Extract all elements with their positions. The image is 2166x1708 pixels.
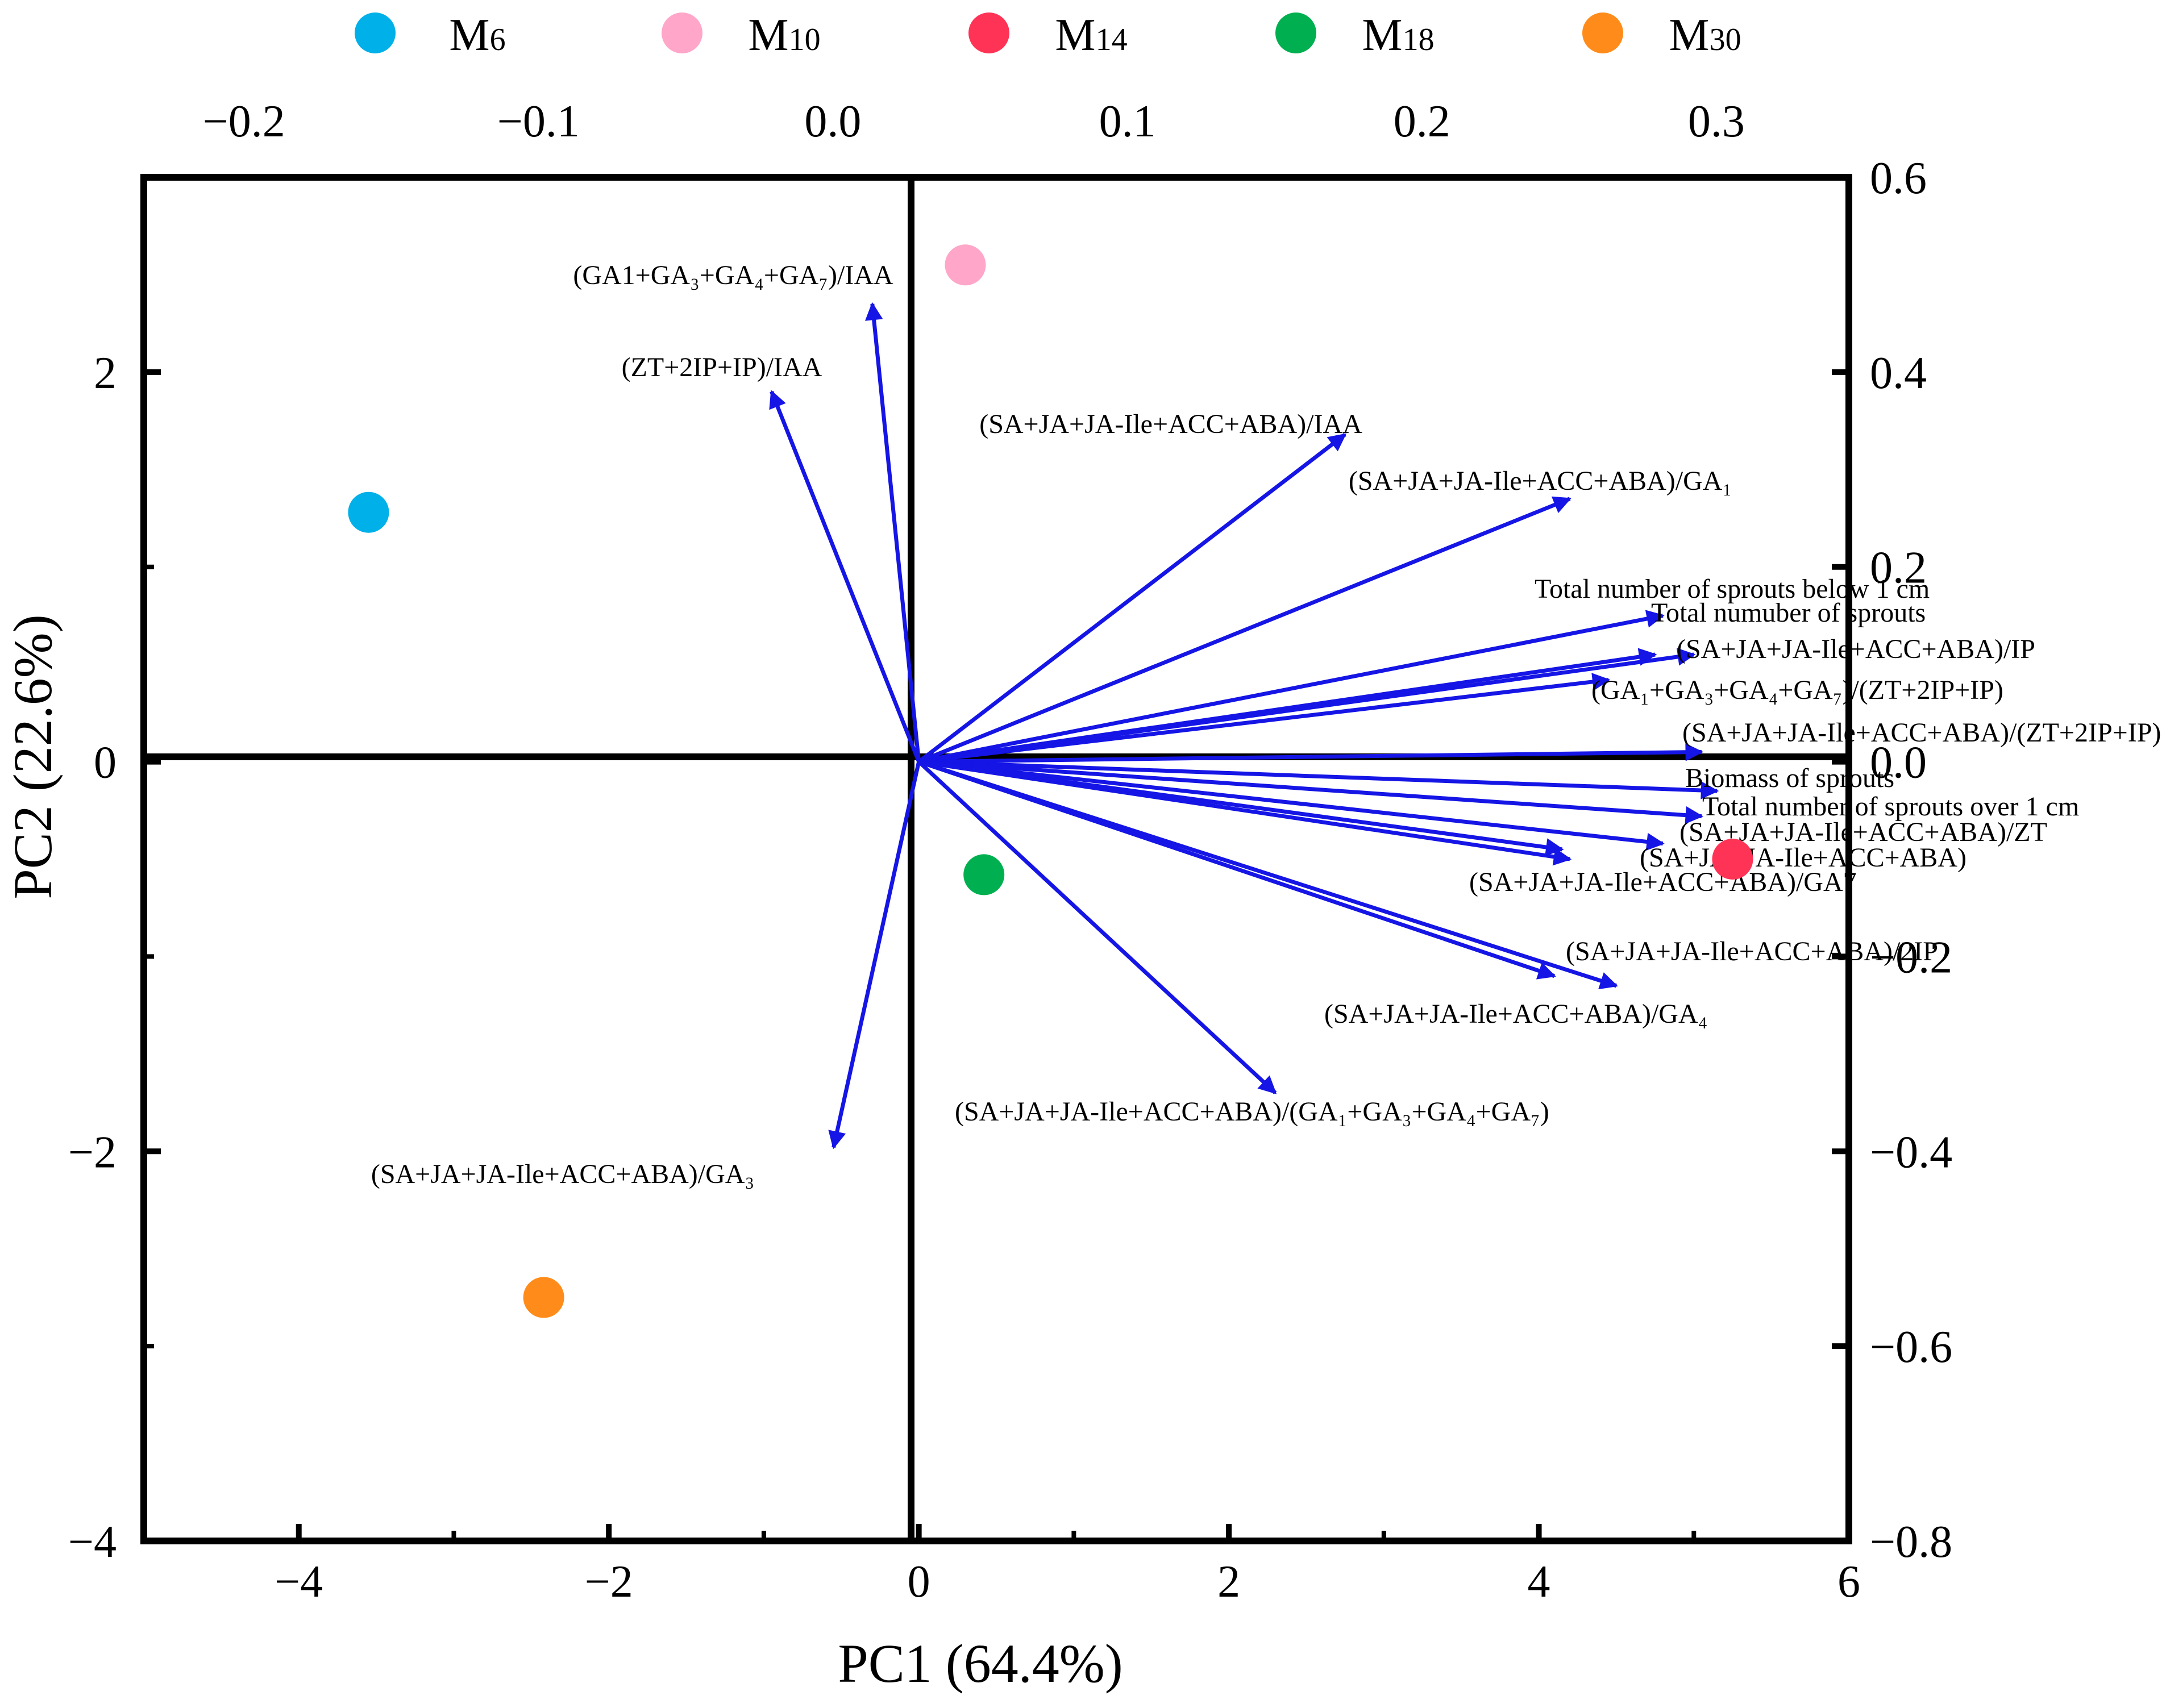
legend-marker bbox=[662, 13, 702, 53]
x-tick-label: −4 bbox=[275, 1557, 323, 1607]
score-point bbox=[945, 244, 986, 286]
legend-label: M30 bbox=[1669, 10, 1741, 60]
top-axis: −0.2 −0.1 0.0 0.1 0.2 0.3 bbox=[203, 97, 1745, 147]
right-tick-label: 0.2 bbox=[1870, 543, 1927, 593]
loading-label: (SA+JA+JA-Ile+ACC+ABA)/IAA bbox=[979, 409, 1362, 439]
loading-label: (SA+JA+JA-Ile+ACC+ABA)/GA₁ bbox=[1349, 466, 1732, 496]
loading-arrow bbox=[769, 390, 921, 763]
x-axis-title: PC1 (64.4%) bbox=[838, 1633, 1123, 1694]
legend-marker bbox=[355, 13, 396, 53]
loading-label: (SA+JA+JA-Ile+ACC+ABA)/GA7 bbox=[1469, 867, 1857, 897]
right-tick-label: −0.4 bbox=[1870, 1127, 1952, 1177]
loading-label: Total number of sprouts over 1 cm bbox=[1702, 791, 2079, 822]
top-tick-label: 0.2 bbox=[1394, 97, 1450, 147]
right-tick-label: −0.2 bbox=[1870, 932, 1952, 982]
loading-arrow bbox=[918, 496, 1572, 764]
top-tick-label: −0.1 bbox=[497, 97, 580, 147]
loading-arrow bbox=[828, 761, 921, 1149]
legend-marker bbox=[968, 13, 1009, 53]
right-tick-label: 0.6 bbox=[1870, 153, 1927, 203]
legend-marker bbox=[1582, 13, 1623, 53]
y-axis-title: PC2 (22.6%) bbox=[2, 614, 63, 899]
loading-label: (SA+JA+JA-Ile+ACC+ABA)/GA₄ bbox=[1324, 999, 1707, 1029]
legend-marker bbox=[1275, 13, 1316, 53]
loading-arrow bbox=[918, 760, 1665, 851]
x-tick-label: −2 bbox=[585, 1557, 633, 1607]
x-tick-label: 4 bbox=[1528, 1557, 1550, 1607]
loading-arrow bbox=[917, 760, 1277, 1094]
right-tick-label: −0.8 bbox=[1870, 1517, 1952, 1567]
x-tick-label: 2 bbox=[1217, 1557, 1240, 1607]
loading-label: (SA+JA+JA-Ile+ACC+ABA)/(GA₁+GA₃+GA₄+GA₇) bbox=[955, 1097, 1549, 1127]
loading-label: (SA+JA+JA-Ile+ACC+ABA)/IP bbox=[1677, 634, 2035, 664]
loading-arrow bbox=[918, 760, 1719, 799]
loading-label: (GA1+GA₃+GA₄+GA₇)/IAA bbox=[573, 260, 893, 290]
top-tick-label: 0.3 bbox=[1688, 97, 1745, 147]
y-tick-label: 2 bbox=[94, 348, 117, 398]
loading-label: Total numuber of sprouts bbox=[1651, 598, 1926, 628]
loading-label: (SA+JA+JA-Ile+ACC+ABA)/(ZT+2IP+IP) bbox=[1682, 718, 2161, 748]
loading-arrow bbox=[865, 302, 921, 762]
score-point bbox=[1712, 839, 1753, 880]
right-tick-label: 0.0 bbox=[1870, 738, 1927, 788]
legend-label: M6 bbox=[449, 10, 505, 60]
score-point bbox=[523, 1277, 564, 1318]
loading-arrow bbox=[918, 760, 1704, 824]
right-tick-label: −0.6 bbox=[1870, 1322, 1952, 1372]
y-tick-label: −2 bbox=[68, 1127, 117, 1177]
loading-label: Total number of sprouts below 1 cm bbox=[1535, 574, 1930, 604]
loading-arrow bbox=[918, 610, 1665, 764]
score-point bbox=[963, 854, 1005, 895]
y-tick-label: 0 bbox=[94, 738, 117, 788]
loading-arrow bbox=[918, 743, 1704, 764]
x-tick-label: 6 bbox=[1837, 1557, 1860, 1607]
score-points bbox=[348, 244, 1753, 1318]
loading-label: (GA₁+GA₃+GA₄+GA₇)/(ZT+2IP+IP) bbox=[1591, 675, 2003, 705]
loading-label: Biomass of sprouts bbox=[1685, 763, 1894, 793]
loading-vectors bbox=[769, 302, 1719, 1149]
loading-arrow bbox=[918, 760, 1618, 990]
top-tick-label: 0.1 bbox=[1099, 97, 1156, 147]
top-tick-label: 0.0 bbox=[804, 97, 861, 147]
top-tick-label: −0.2 bbox=[203, 97, 285, 147]
loading-label: (ZT+2IP+IP)/IAA bbox=[622, 352, 822, 382]
loading-labels: (GA1+GA₃+GA₄+GA₇)/IAA (ZT+2IP+IP)/IAA (SA+… bbox=[371, 260, 2161, 1189]
loading-arrow bbox=[918, 673, 1611, 764]
loading-arrow bbox=[918, 760, 1564, 856]
score-point bbox=[348, 491, 389, 533]
loading-label: (SA+JA+JA-Ile+ACC+ABA) bbox=[1640, 843, 1967, 873]
loading-arrow bbox=[918, 648, 1696, 764]
right-axis: 0.6 0.4 0.2 0.0 −0.2 −0.4 −0.6 −0.8 bbox=[1832, 153, 1952, 1567]
right-tick-label: 0.4 bbox=[1870, 348, 1927, 398]
legend-label: M18 bbox=[1362, 10, 1434, 60]
bottom-axis: −4 −2 0 2 4 6 bbox=[142, 1524, 1860, 1607]
loading-label: (SA+JA+JA-Ile+ACC+ABA)/GA₃ bbox=[371, 1159, 754, 1189]
legend-label: M14 bbox=[1055, 10, 1127, 60]
loading-label: (SA+JA+JA-Ile+ACC+ABA)/2IP bbox=[1566, 936, 1938, 967]
legend: M6 M10 M14 M18 M30 bbox=[355, 10, 1741, 60]
plot-frame bbox=[140, 174, 1852, 1544]
loading-arrow bbox=[917, 432, 1347, 764]
y-tick-label: −4 bbox=[68, 1517, 117, 1567]
x-tick-label: 0 bbox=[908, 1557, 930, 1607]
legend-label: M10 bbox=[748, 10, 820, 60]
